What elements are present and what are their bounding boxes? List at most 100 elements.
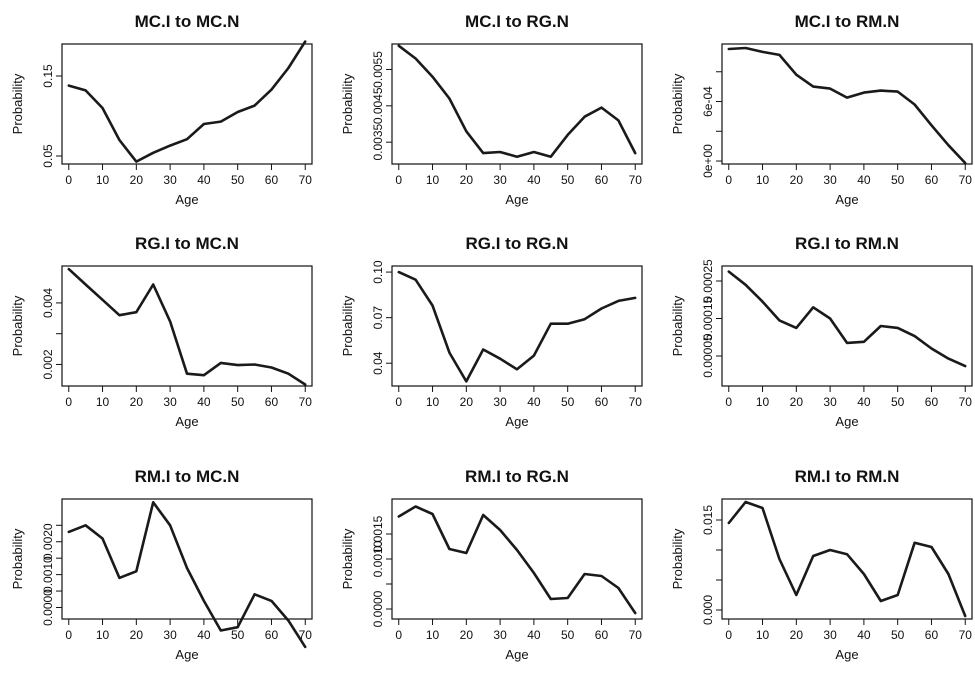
x-tick-label: 50 xyxy=(561,395,575,409)
x-tick-label: 10 xyxy=(96,628,110,642)
y-tick-label: 0.0035 xyxy=(371,124,385,161)
panel-title: MC.I to RG.N xyxy=(465,12,569,31)
x-tick-label: 20 xyxy=(790,173,804,187)
y-tick-label: 0.00025 xyxy=(701,259,715,303)
x-tick-label: 20 xyxy=(460,628,474,642)
x-tick-label: 70 xyxy=(959,173,973,187)
x-tick-label: 30 xyxy=(823,173,837,187)
series-line xyxy=(727,500,967,618)
x-tick-label: 40 xyxy=(527,628,541,642)
y-axis-label: Probability xyxy=(10,295,25,356)
x-tick-label: 70 xyxy=(959,628,973,642)
x-tick-label: 70 xyxy=(299,395,313,409)
x-tick-label: 40 xyxy=(197,395,211,409)
y-tick-label: 0.015 xyxy=(701,505,715,535)
panel-8: RM.I to RG.N 0 10 20 30 40 50 60 70 0.0000 0.00100… xyxy=(340,467,643,662)
y-tick-label: 0.0010 xyxy=(41,556,55,593)
x-tick-label: 20 xyxy=(130,395,144,409)
x-tick-label: 60 xyxy=(925,628,939,642)
x-axis-label: Age xyxy=(175,192,198,207)
x-tick-label: 70 xyxy=(299,628,313,642)
x-tick-label: 60 xyxy=(595,395,609,409)
y-tick-label: 0.10 xyxy=(371,260,385,284)
panel-3: MC.I to RM.N 0 10 20 30 40 50 60 70 0e+00 6e-04 Age… xyxy=(670,12,973,207)
panel-7: RM.I to MC.N 0 10 20 30 40 50 60 70 0.00000.00100… xyxy=(10,467,313,662)
y-tick-label: 0.000 xyxy=(701,595,715,625)
x-tick-label: 20 xyxy=(460,395,474,409)
x-tick-label: 30 xyxy=(493,173,507,187)
plot-frame xyxy=(61,498,313,620)
x-tick-label: 30 xyxy=(493,395,507,409)
x-tick-label: 10 xyxy=(96,173,110,187)
x-tick-label: 10 xyxy=(756,173,770,187)
x-tick-label: 30 xyxy=(823,628,837,642)
plot-frame xyxy=(721,498,973,620)
panel-5: RG.I to RG.N 0 10 20 30 40 50 60 70 0.04 0.07 0.10 A… xyxy=(340,234,643,429)
x-tick-label: 30 xyxy=(163,173,177,187)
y-tick-label: 0.0000 xyxy=(371,590,385,627)
x-axis-label: Age xyxy=(505,647,528,662)
y-tick-label: 0e+00 xyxy=(701,144,715,178)
x-tick-label: 60 xyxy=(265,628,279,642)
series-line xyxy=(397,505,637,615)
y-tick-label: 0.05 xyxy=(41,144,55,168)
series-line xyxy=(67,40,307,163)
x-tick-label: 10 xyxy=(756,395,770,409)
x-tick-label: 60 xyxy=(265,395,279,409)
x-tick-label: 70 xyxy=(959,395,973,409)
x-axis-label: Age xyxy=(505,414,528,429)
y-tick-label: 0.004 xyxy=(41,288,55,318)
x-tick-label: 70 xyxy=(629,395,643,409)
y-tick-label: 0.00005 xyxy=(701,334,715,378)
panel-2: MC.I to RG.N 0 10 20 30 40 50 60 70 0.00350.00450… xyxy=(340,12,643,207)
panel-title: RG.I to RM.N xyxy=(795,234,899,253)
y-axis-label: Probability xyxy=(670,73,685,134)
series-line xyxy=(67,267,307,386)
panel-title: RG.I to RG.N xyxy=(466,234,569,253)
x-tick-label: 0 xyxy=(725,628,732,642)
series-line xyxy=(727,46,967,165)
panel-title: RM.I to MC.N xyxy=(135,467,240,486)
series-line xyxy=(727,270,967,368)
x-tick-label: 30 xyxy=(163,628,177,642)
plot-frame xyxy=(391,265,643,387)
y-axis-label: Probability xyxy=(670,528,685,589)
y-axis-label: Probability xyxy=(670,295,685,356)
y-tick-label: 0.0010 xyxy=(371,540,385,577)
plot-frame xyxy=(61,43,313,165)
x-tick-label: 0 xyxy=(395,173,402,187)
x-tick-label: 40 xyxy=(197,628,211,642)
y-tick-label: 0.07 xyxy=(371,306,385,330)
x-tick-label: 70 xyxy=(299,173,313,187)
y-axis-label: Probability xyxy=(340,73,355,134)
x-axis-label: Age xyxy=(835,192,858,207)
panel-title: MC.I to MC.N xyxy=(135,12,240,31)
y-tick-label: 6e-04 xyxy=(701,86,715,117)
x-tick-label: 0 xyxy=(725,173,732,187)
x-tick-label: 70 xyxy=(629,173,643,187)
x-axis-label: Age xyxy=(835,414,858,429)
x-tick-label: 0 xyxy=(65,173,72,187)
panel-9: RM.I to RM.N 0 10 20 30 40 50 60 70 0.000 0.015 Age… xyxy=(670,467,973,662)
y-tick-label: 0.15 xyxy=(41,64,55,88)
x-tick-label: 60 xyxy=(925,173,939,187)
x-tick-label: 60 xyxy=(595,628,609,642)
x-tick-label: 40 xyxy=(527,395,541,409)
y-tick-label: 0.04 xyxy=(371,351,385,375)
x-tick-label: 50 xyxy=(561,173,575,187)
x-axis-label: Age xyxy=(175,647,198,662)
x-tick-label: 0 xyxy=(65,395,72,409)
x-tick-label: 30 xyxy=(493,628,507,642)
y-axis-label: Probability xyxy=(340,528,355,589)
x-tick-label: 50 xyxy=(231,628,245,642)
x-tick-label: 40 xyxy=(527,173,541,187)
x-tick-label: 40 xyxy=(857,395,871,409)
panel-title: MC.I to RM.N xyxy=(795,12,900,31)
x-tick-label: 50 xyxy=(891,173,905,187)
panel-4: RG.I to MC.N 0 10 20 30 40 50 60 70 0.002 0.004 Age… xyxy=(10,234,313,429)
x-tick-label: 20 xyxy=(460,173,474,187)
panel-title: RM.I to RG.N xyxy=(465,467,569,486)
y-tick-label: 0.00015 xyxy=(701,296,715,340)
y-axis-label: Probability xyxy=(10,73,25,134)
plot-frame xyxy=(721,43,973,165)
